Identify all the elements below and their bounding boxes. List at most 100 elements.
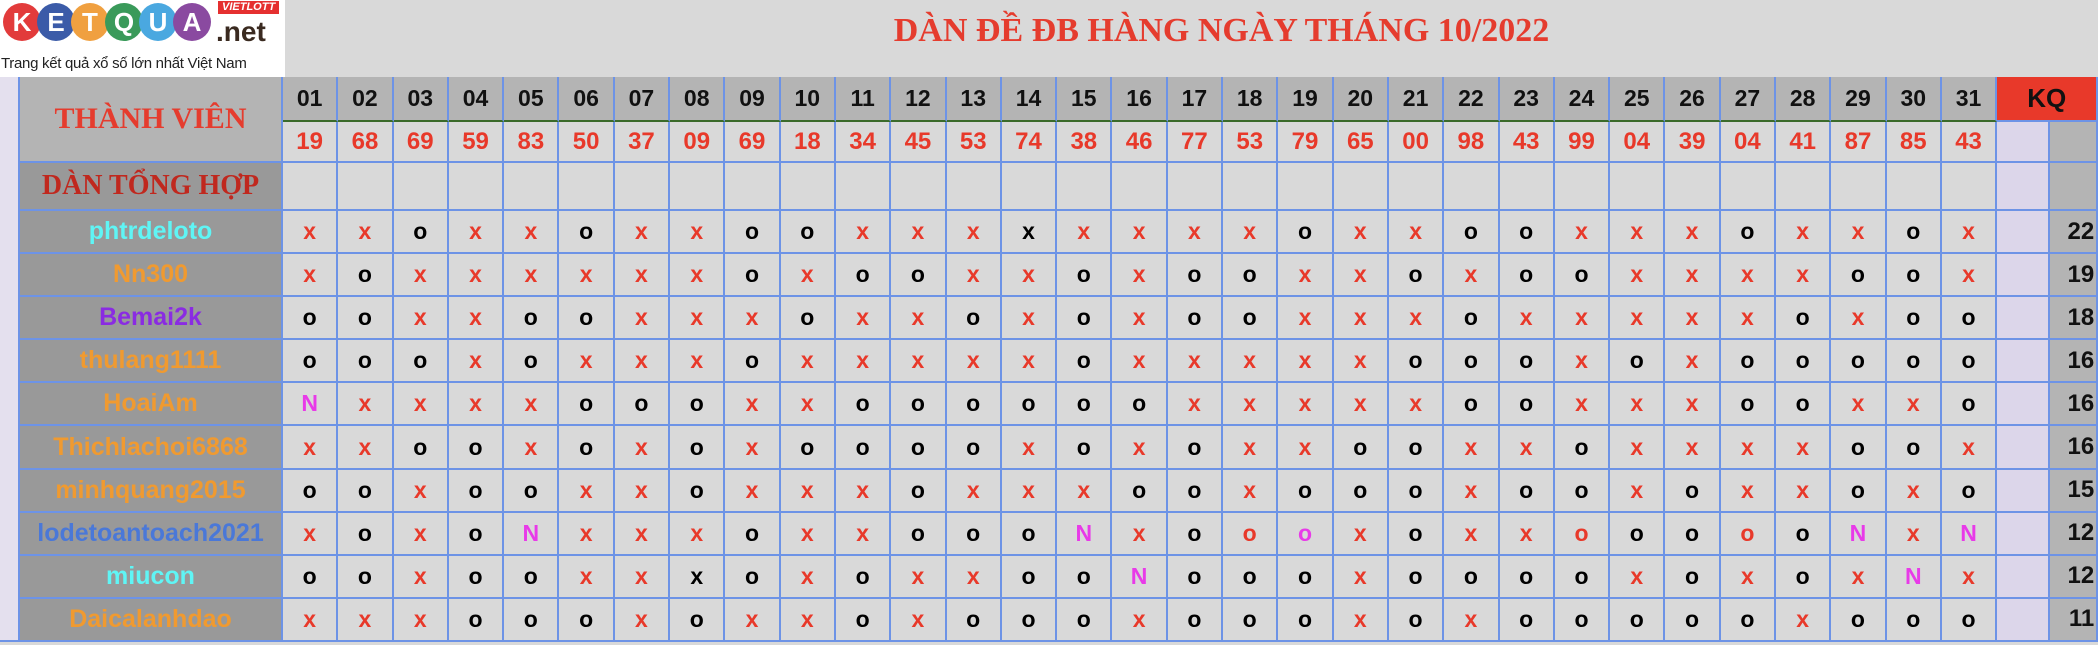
mark-cell[interactable]: N [1941, 512, 1998, 556]
mark-cell[interactable]: o [1665, 598, 1721, 642]
mark-cell[interactable]: o [504, 469, 560, 513]
mark-cell[interactable]: o [283, 340, 339, 384]
mark-cell[interactable]: o [946, 383, 1002, 427]
mark-cell[interactable]: o [1001, 598, 1058, 642]
summary-cell-09[interactable] [725, 163, 781, 211]
member-name[interactable]: HoaiAm [20, 383, 283, 427]
mark-cell[interactable]: o [1223, 297, 1279, 341]
mark-cell[interactable]: x [946, 254, 1002, 298]
mark-cell[interactable]: x [1665, 426, 1721, 470]
mark-cell[interactable]: x [1499, 297, 1555, 341]
mark-cell[interactable]: o [338, 512, 394, 556]
mark-cell[interactable]: x [1610, 426, 1666, 470]
summary-cell-01[interactable] [283, 163, 339, 211]
mark-cell[interactable]: x [448, 340, 505, 384]
summary-cell-28[interactable] [1776, 163, 1832, 211]
mark-cell[interactable]: x [1554, 383, 1611, 427]
mark-cell[interactable]: x [393, 383, 449, 427]
mark-cell[interactable]: x [1001, 254, 1058, 298]
mark-cell[interactable]: o [1388, 469, 1445, 513]
mark-cell[interactable]: o [1223, 598, 1279, 642]
mark-cell[interactable]: o [1831, 254, 1887, 298]
mark-cell[interactable]: o [1167, 426, 1224, 470]
mark-cell[interactable]: o [835, 598, 892, 642]
mark-cell[interactable]: o [1610, 512, 1666, 556]
mark-cell[interactable]: x [1720, 254, 1777, 298]
mark-cell[interactable]: x [1167, 340, 1224, 384]
mark-cell[interactable]: o [1057, 254, 1113, 298]
mark-cell[interactable]: N [283, 383, 339, 427]
mark-cell[interactable]: o [1388, 512, 1445, 556]
mark-cell[interactable]: o [1554, 555, 1611, 599]
mark-cell[interactable]: x [1776, 254, 1832, 298]
mark-cell[interactable]: o [1720, 383, 1777, 427]
mark-cell[interactable]: x [448, 383, 505, 427]
mark-cell[interactable]: x [1057, 469, 1113, 513]
summary-cell-24[interactable] [1554, 163, 1611, 211]
mark-cell[interactable]: x [670, 340, 726, 384]
mark-cell[interactable]: o [1886, 340, 1942, 384]
summary-cell-25[interactable] [1610, 163, 1666, 211]
mark-cell[interactable]: x [1444, 598, 1500, 642]
summary-cell-08[interactable] [670, 163, 726, 211]
member-name[interactable]: thulang1111 [20, 340, 283, 384]
mark-cell[interactable]: x [1720, 469, 1777, 513]
mark-cell[interactable]: x [283, 512, 339, 556]
mark-cell[interactable]: o [1499, 254, 1555, 298]
mark-cell[interactable]: x [283, 254, 339, 298]
mark-cell[interactable]: o [1665, 555, 1721, 599]
mark-cell[interactable]: o [1499, 469, 1555, 513]
mark-cell[interactable]: x [1831, 297, 1887, 341]
mark-cell[interactable]: o [725, 211, 781, 255]
mark-cell[interactable]: x [670, 512, 726, 556]
mark-cell[interactable]: x [1333, 383, 1389, 427]
mark-cell[interactable]: o [504, 555, 560, 599]
mark-cell[interactable]: x [1831, 555, 1887, 599]
mark-cell[interactable]: x [1223, 426, 1279, 470]
mark-cell[interactable]: o [780, 426, 836, 470]
mark-cell[interactable]: o [1167, 598, 1224, 642]
mark-cell[interactable]: o [1499, 555, 1555, 599]
mark-cell[interactable]: o [891, 254, 947, 298]
summary-cell-30[interactable] [1886, 163, 1942, 211]
summary-cell-13[interactable] [946, 163, 1002, 211]
mark-cell[interactable]: x [725, 426, 781, 470]
mark-cell[interactable]: o [725, 555, 781, 599]
summary-cell-29[interactable] [1831, 163, 1887, 211]
mark-cell[interactable]: o [338, 254, 394, 298]
mark-cell[interactable]: o [283, 297, 339, 341]
mark-cell[interactable]: x [1278, 254, 1334, 298]
mark-cell[interactable]: o [1278, 211, 1334, 255]
mark-cell[interactable]: x [835, 469, 892, 513]
mark-cell[interactable]: x [504, 211, 560, 255]
mark-cell[interactable]: x [393, 555, 449, 599]
mark-cell[interactable]: o [670, 383, 726, 427]
mark-cell[interactable]: o [891, 512, 947, 556]
summary-cell-20[interactable] [1333, 163, 1389, 211]
mark-cell[interactable]: o [1776, 555, 1832, 599]
mark-cell[interactable]: x [670, 254, 726, 298]
mark-cell[interactable]: x [559, 512, 615, 556]
mark-cell[interactable]: o [1554, 512, 1611, 556]
mark-cell[interactable]: o [725, 254, 781, 298]
mark-cell[interactable]: x [780, 340, 836, 384]
mark-cell[interactable]: x [614, 598, 671, 642]
mark-cell[interactable]: x [283, 598, 339, 642]
mark-cell[interactable]: x [1665, 211, 1721, 255]
mark-cell[interactable]: o [891, 426, 947, 470]
summary-cell-18[interactable] [1223, 163, 1279, 211]
mark-cell[interactable]: o [1499, 211, 1555, 255]
mark-cell[interactable]: o [1831, 598, 1887, 642]
member-name[interactable]: miucon [20, 555, 283, 599]
mark-cell[interactable]: x [1444, 254, 1500, 298]
mark-cell[interactable]: o [1776, 383, 1832, 427]
mark-cell[interactable]: x [1223, 340, 1279, 384]
mark-cell[interactable]: N [1057, 512, 1113, 556]
mark-cell[interactable]: x [1665, 254, 1721, 298]
mark-cell[interactable]: x [1001, 469, 1058, 513]
mark-cell[interactable]: x [1886, 383, 1942, 427]
mark-cell[interactable]: x [559, 340, 615, 384]
mark-cell[interactable]: o [393, 211, 449, 255]
mark-cell[interactable]: o [1610, 340, 1666, 384]
mark-cell[interactable]: x [1057, 211, 1113, 255]
